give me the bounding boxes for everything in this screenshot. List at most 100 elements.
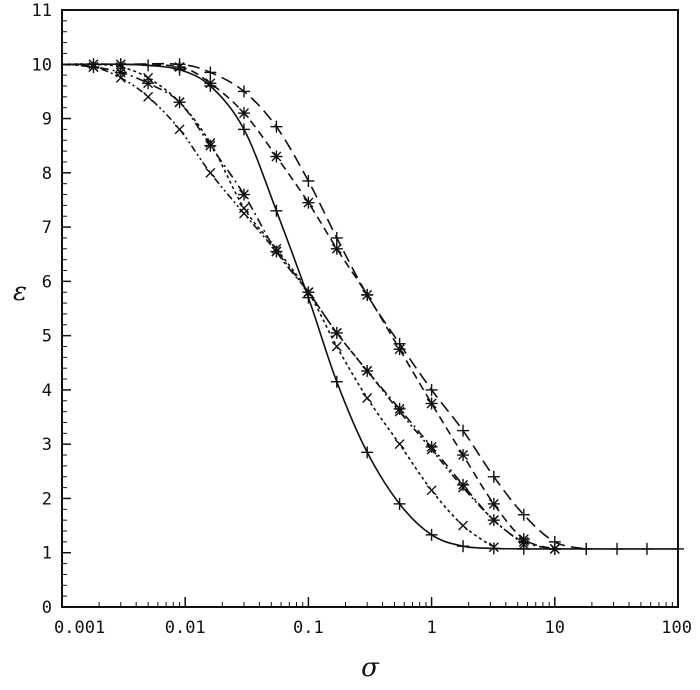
y-tick-label: 6 xyxy=(42,272,52,292)
x-tick-label: 0.01 xyxy=(165,618,206,638)
y-tick-label: 9 xyxy=(42,110,52,130)
point-marker xyxy=(394,406,405,417)
point-marker xyxy=(393,402,406,415)
y-tick-label: 7 xyxy=(42,218,52,238)
y-tick-label: 1 xyxy=(42,544,52,564)
point-marker xyxy=(457,540,470,553)
point-marker xyxy=(143,91,154,102)
point-marker xyxy=(114,66,127,79)
point-marker xyxy=(518,539,529,550)
point-marker xyxy=(394,439,405,450)
point-marker xyxy=(517,508,530,521)
point-marker xyxy=(330,231,343,244)
point-marker xyxy=(173,60,186,73)
point-marker xyxy=(362,365,373,376)
series-line xyxy=(61,63,678,550)
y-tick-label: 10 xyxy=(32,55,52,75)
point-marker xyxy=(237,188,250,201)
point-marker xyxy=(205,167,216,178)
point-marker xyxy=(302,174,315,187)
point-marker xyxy=(237,85,250,98)
point-marker xyxy=(271,246,282,257)
series-2 xyxy=(61,58,593,555)
series-layer xyxy=(61,58,684,555)
point-marker xyxy=(425,528,438,541)
y-tick-label: 0 xyxy=(42,598,52,618)
y-tick-label: 4 xyxy=(42,381,52,401)
point-marker xyxy=(88,61,99,72)
x-tick-label: 10 xyxy=(545,618,565,638)
x-tick-label: 1 xyxy=(426,618,436,638)
minor-ticks xyxy=(61,9,679,608)
y-axis-title: ε xyxy=(13,277,27,307)
y-tick-labels: 0 1 2 3 4 5 6 7 8 9 10 11 xyxy=(32,1,52,618)
series-1 xyxy=(61,58,684,555)
y-tick-label: 3 xyxy=(42,435,52,455)
series-line xyxy=(61,63,495,548)
series-6 xyxy=(61,61,529,550)
point-marker xyxy=(361,446,374,459)
point-marker xyxy=(142,59,155,72)
x-axis-title: σ xyxy=(361,653,380,683)
point-marker xyxy=(205,137,216,148)
point-marker xyxy=(488,542,499,553)
y-tick-label: 11 xyxy=(32,1,52,21)
point-marker xyxy=(115,61,126,72)
point-marker xyxy=(672,542,684,555)
point-marker xyxy=(458,482,469,493)
point-marker xyxy=(174,97,185,108)
point-marker xyxy=(174,124,185,135)
point-marker xyxy=(115,72,126,83)
point-marker xyxy=(425,383,438,396)
point-marker xyxy=(611,542,624,555)
point-marker xyxy=(204,66,217,79)
x-tick-label: 100 xyxy=(661,618,692,638)
point-marker xyxy=(426,444,437,455)
point-marker xyxy=(238,208,249,219)
point-marker xyxy=(548,542,561,555)
point-marker xyxy=(237,123,250,136)
point-marker xyxy=(330,242,343,255)
point-marker xyxy=(457,449,470,462)
point-marker xyxy=(361,288,374,301)
point-marker xyxy=(270,150,283,163)
point-marker xyxy=(271,243,282,254)
point-marker xyxy=(331,327,342,338)
plot-frame xyxy=(61,9,679,608)
y-tick-label: 5 xyxy=(42,327,52,347)
point-marker xyxy=(426,485,437,496)
point-marker xyxy=(640,542,653,555)
point-marker xyxy=(302,196,315,209)
x-tick-labels: 0.001 0.01 0.1 1 10 100 xyxy=(54,618,692,638)
point-marker xyxy=(393,343,406,356)
x-tick-label: 0.001 xyxy=(54,618,105,638)
x-tick-label: 0.1 xyxy=(293,618,324,638)
point-marker xyxy=(204,77,217,90)
point-marker xyxy=(393,497,406,510)
point-marker xyxy=(303,287,314,298)
point-marker xyxy=(457,424,470,437)
point-marker xyxy=(457,478,470,491)
point-marker xyxy=(425,397,438,410)
series-line xyxy=(61,63,525,546)
point-marker xyxy=(237,107,250,120)
point-marker xyxy=(270,204,283,217)
point-marker xyxy=(487,470,500,483)
point-marker xyxy=(330,375,343,388)
point-marker xyxy=(580,542,593,555)
point-marker xyxy=(142,77,155,90)
point-marker xyxy=(488,515,499,526)
point-marker xyxy=(362,393,373,404)
point-marker xyxy=(270,120,283,133)
series-line xyxy=(61,63,556,550)
point-marker xyxy=(487,542,500,555)
point-marker xyxy=(458,520,469,531)
series-line xyxy=(61,63,555,550)
point-marker xyxy=(331,341,342,352)
series-line xyxy=(61,62,587,550)
point-marker xyxy=(425,440,438,453)
point-marker xyxy=(143,72,154,83)
y-tick-label: 8 xyxy=(42,164,52,184)
y-tick-label: 2 xyxy=(42,489,52,509)
